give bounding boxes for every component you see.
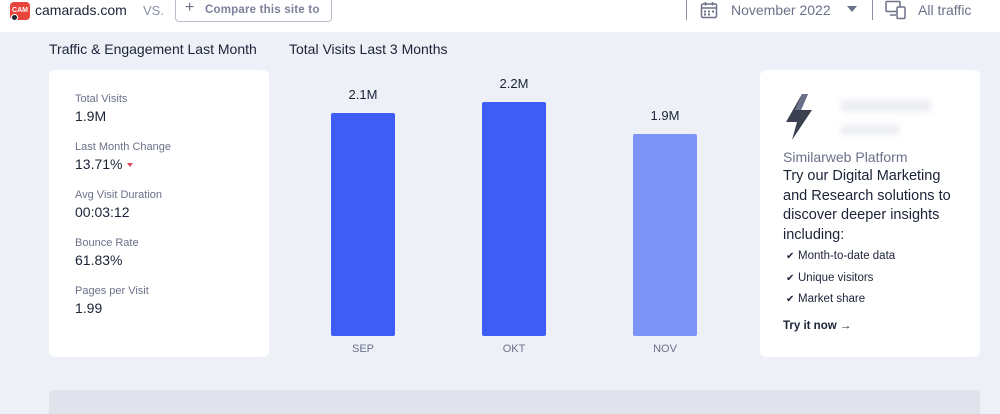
list-item: ✔ Month-to-date data [786,250,895,272]
feature-label: Month-to-date data [798,250,896,262]
next-section-placeholder [49,390,980,414]
lightning-icon [786,94,812,140]
x-tick-label: SEP [351,343,374,355]
check-icon: ✔ [786,272,795,284]
list-item: ✔ Market share [786,293,895,315]
promo-brand: Similarweb Platform [783,149,908,165]
metric-value: 1.99 [75,300,103,316]
plus-icon: + [185,0,195,16]
bar-value-label: 1.9M [650,108,680,124]
metric-label: Total Visits [75,93,128,105]
blurred-placeholder [840,100,932,112]
compare-site-input[interactable]: + Compare this site to [175,0,332,22]
total-visits-chart: 2.1M SEP 2.2M OKT 1.9M NOV [290,60,750,370]
vs-label: VS. [143,3,164,18]
promo-headline: Try our Digital Marketing and Research s… [783,168,951,243]
metric-value: 61.83% [75,252,123,268]
x-tick-label: OKT [502,343,526,355]
similarweb-promo-card: Similarweb Platform Try our Digital Mark… [760,70,980,357]
metric-last-month-change: Last Month Change 13.71% [75,141,171,172]
metric-value: 1.9M [75,108,107,124]
devices-icon [885,0,906,20]
metric-label: Bounce Rate [75,237,139,249]
metric-total-visits: Total Visits 1.9M [75,93,127,124]
visits-title: Total Visits Last 3 Months [289,41,448,57]
check-icon: ✔ [786,294,795,305]
bar-value-label: 2.1M [348,87,378,103]
metric-label: Last Month Change [75,141,172,153]
trend-down-icon [127,163,134,168]
x-tick-label: NOV [653,343,677,355]
traffic-filter[interactable]: All traffic [918,2,972,18]
engagement-title: Traffic & Engagement Last Month [49,41,257,57]
feature-label: Market share [798,293,866,305]
bar-nov[interactable] [633,134,697,336]
promo-feature-list: ✔ Month-to-date data ✔ Unique visitors ✔ Ma… [786,250,895,315]
calendar-icon [700,2,718,19]
list-item: ✔ Unique visitors [786,272,895,294]
favicon-badge [11,14,18,21]
try-it-now-link[interactable]: Try it now → [783,320,852,332]
compare-placeholder: Compare this site to [205,4,320,16]
site-domain[interactable]: camarads.com [35,2,127,18]
bar-value-label: 2.2M [499,76,529,92]
metric-pages-per-visit: Pages per Visit 1.99 [75,285,149,316]
metric-label: Avg Visit Duration [75,189,163,201]
metric-bounce-rate: Bounce Rate 61.83% [75,237,139,268]
metric-value: 13.71% [75,156,123,172]
bar-sep[interactable] [331,113,395,336]
feature-label: Unique visitors [798,271,874,284]
blurred-placeholder [840,125,900,135]
divider [872,0,873,20]
metric-label: Pages per Visit [75,285,149,297]
metric-value-row: 13.71% [75,156,171,172]
engagement-metrics-card: Total Visits 1.9M Last Month Change 13.7… [49,70,269,357]
chevron-down-icon[interactable] [847,6,857,12]
check-icon: ✔ [786,251,795,262]
bar-okt[interactable] [482,102,546,336]
month-selector[interactable]: November 2022 [731,2,831,18]
metric-value: 00:03:12 [75,204,130,220]
metric-avg-visit-duration: Avg Visit Duration 00:03:12 [75,189,162,220]
top-bar: CAM camarads.com VS. + Compare this site… [0,0,1000,32]
divider [686,0,687,20]
